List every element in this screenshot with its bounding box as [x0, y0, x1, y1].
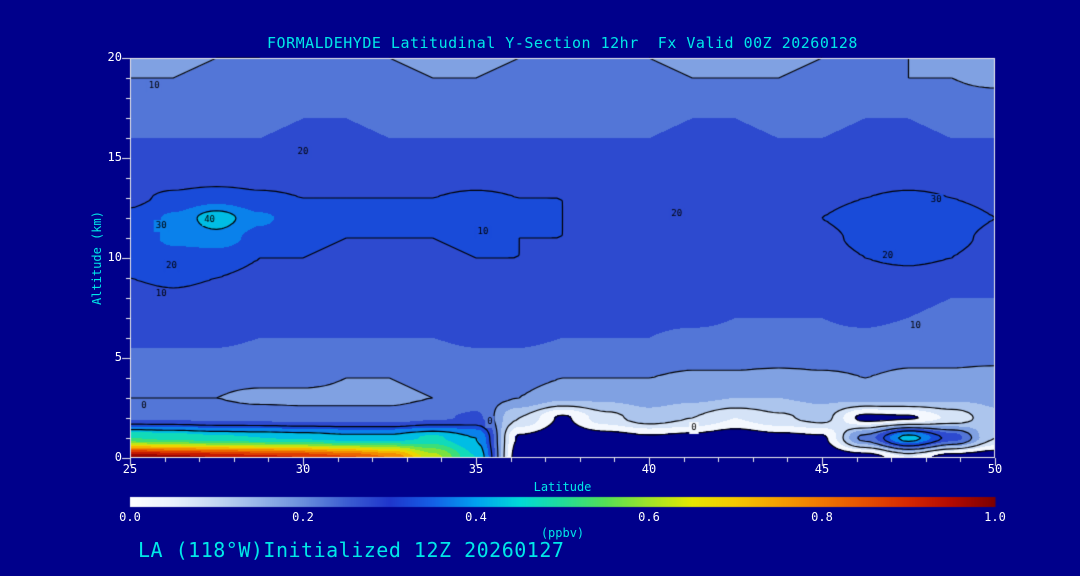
x-tick-label: 40	[641, 462, 657, 476]
colorbar-tick-label: 0.6	[638, 510, 660, 524]
figure-title: FORMALDEHYDE Latitudinal Y-Section 12hr …	[267, 34, 858, 52]
colorbar-tick-label: 1.0	[984, 510, 1006, 524]
x-tick-label: 50	[987, 462, 1003, 476]
x-tick-label: 30	[295, 462, 311, 476]
colorbar-tick-label: 0.2	[292, 510, 314, 524]
x-tick-label: 35	[468, 462, 484, 476]
colorbar-tick-label: 0.8	[811, 510, 833, 524]
colorbar-units-label: (ppbv)	[540, 526, 585, 540]
y-tick-label: 15	[107, 150, 122, 164]
x-tick-label: 25	[122, 462, 138, 476]
footer-caption: LA (118°W)Initialized 12Z 20260127	[138, 538, 565, 562]
y-tick-label: 0	[114, 450, 122, 464]
x-tick-label: 45	[814, 462, 830, 476]
x-axis-label: Latitude	[533, 480, 592, 494]
colorbar-tick-label: 0.0	[119, 510, 141, 524]
y-tick-label: 5	[114, 350, 122, 364]
colorbar-tick-label: 0.4	[465, 510, 487, 524]
y-tick-label: 10	[107, 250, 122, 264]
y-tick-label: 20	[107, 50, 122, 64]
